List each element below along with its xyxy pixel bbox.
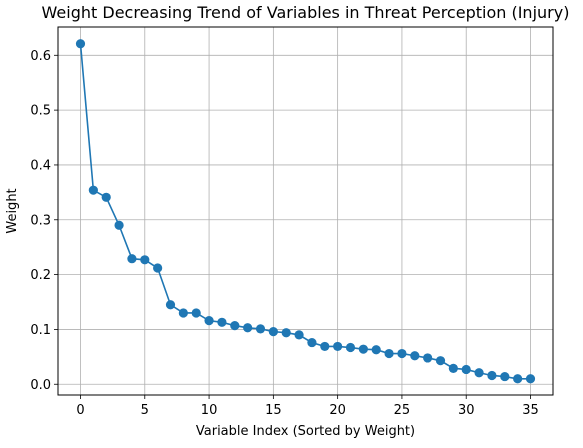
- data-point: [461, 364, 471, 375]
- data-point: [101, 192, 111, 202]
- x-tick-label: 30: [458, 403, 475, 418]
- x-tick-label: 35: [522, 403, 539, 418]
- x-tick-label: 15: [265, 403, 282, 418]
- data-point: [474, 368, 484, 378]
- x-tick-label: 25: [394, 403, 411, 418]
- x-axis-label: Variable Index (Sorted by Weight): [196, 424, 415, 439]
- chart-title: Weight Decreasing Trend of Variables in …: [42, 3, 570, 22]
- data-point: [230, 320, 240, 331]
- y-tick-label: 0.6: [30, 49, 51, 64]
- data-point: [255, 324, 266, 334]
- data-point: [423, 353, 433, 363]
- y-tick-label: 0.1: [30, 323, 51, 338]
- x-tick-label: 10: [201, 403, 218, 418]
- data-point: [294, 330, 304, 340]
- data-point: [410, 351, 420, 361]
- data-point: [191, 308, 201, 318]
- data-point: [320, 341, 330, 352]
- data-point: [371, 345, 381, 355]
- y-tick-label: 0.2: [30, 268, 51, 283]
- data-point: [448, 363, 458, 373]
- data-point: [358, 344, 368, 354]
- data-point: [114, 220, 124, 230]
- data-point: [204, 316, 214, 326]
- data-point: [243, 323, 253, 333]
- data-point: [268, 327, 278, 337]
- data-point: [217, 317, 227, 327]
- data-point: [140, 255, 150, 265]
- grid-lines: [58, 27, 553, 395]
- data-point: [165, 300, 176, 310]
- data-point: [435, 356, 446, 366]
- plot-area-frame: [57, 26, 554, 396]
- x-tick-label: 5: [141, 403, 149, 418]
- x-tick-label: 20: [329, 403, 346, 418]
- axis-ticks: 0 5 10 15 20 25 30 35 0.0 0.1 0.2 0.3 0.4 0.5 0.6: [30, 49, 538, 418]
- data-point: [127, 254, 137, 264]
- data-point: [75, 39, 86, 49]
- data-point: [513, 374, 523, 384]
- data-point: [525, 374, 536, 384]
- data-point: [307, 337, 317, 348]
- x-tick-label: 0: [76, 403, 84, 418]
- data-point: [397, 348, 407, 359]
- y-tick-label: 0.3: [30, 213, 51, 228]
- y-tick-label: 0.0: [30, 378, 51, 393]
- y-axis-label: Weight: [5, 188, 20, 233]
- data-point: [384, 348, 394, 359]
- data-point: [487, 370, 497, 381]
- data-point: [153, 263, 163, 273]
- data-point: [333, 341, 343, 352]
- data-point: [281, 328, 291, 338]
- data-point: [345, 342, 356, 353]
- data-series: [75, 39, 536, 384]
- data-point: [88, 185, 98, 195]
- y-tick-label: 0.5: [30, 104, 51, 119]
- data-point: [178, 308, 188, 318]
- data-point: [500, 371, 510, 382]
- y-tick-label: 0.4: [30, 158, 51, 173]
